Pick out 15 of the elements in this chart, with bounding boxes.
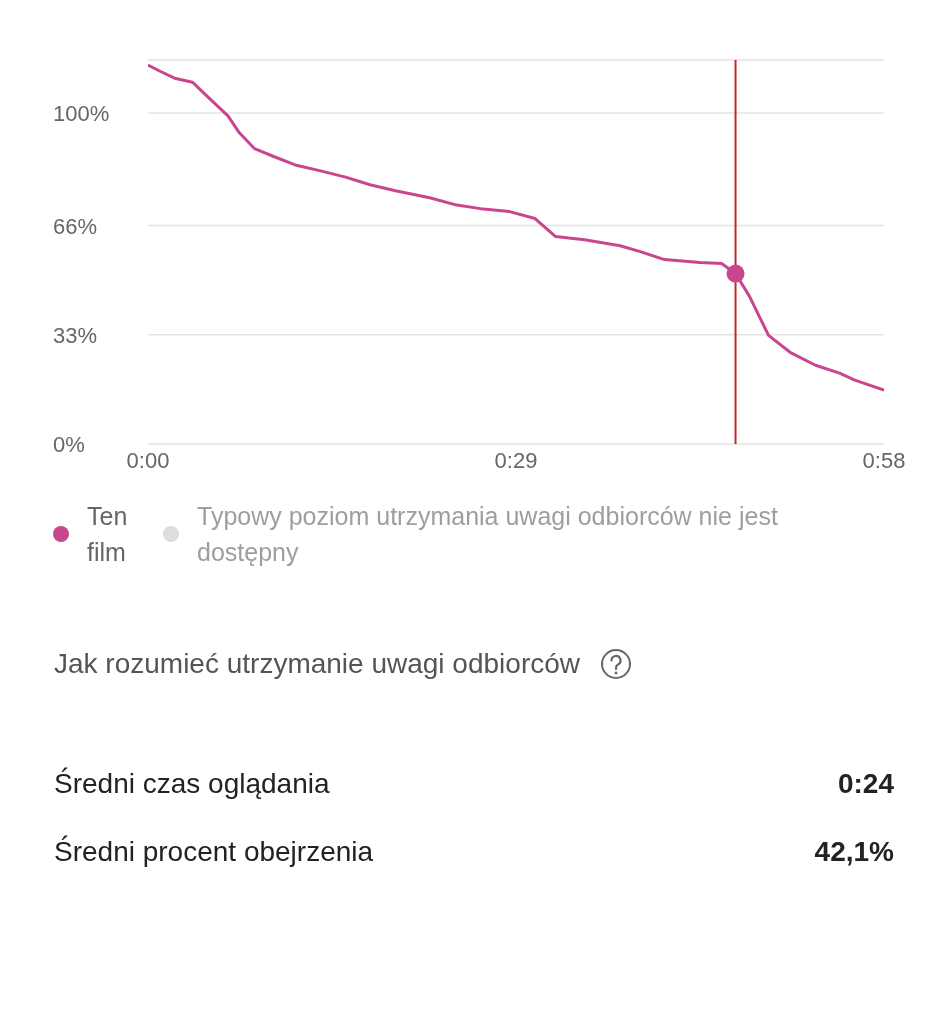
legend-label: Typowy poziom utrzymania uwagi odbiorców nie jest dostępny xyxy=(197,501,779,568)
line-series xyxy=(148,63,884,392)
text: 42,1% xyxy=(814,835,894,869)
y-tick-label: 66% xyxy=(53,213,98,239)
text: Jak rozumieć utrzymanie uwagi odbiorców xyxy=(54,648,580,680)
x-tick-label: 0:58 xyxy=(862,447,906,473)
x-tick-label: 0:00 xyxy=(126,447,170,473)
text: 0:24 xyxy=(837,767,894,801)
x-tick-label: 0:29 xyxy=(494,447,538,473)
y-tick-label: 33% xyxy=(53,322,98,348)
legend-label: Ten film xyxy=(87,501,129,568)
text: Średni czas oglądania xyxy=(54,766,330,801)
y-tick-label: 100% xyxy=(53,100,110,126)
y-tick-label: 0% xyxy=(53,432,85,457)
text: Średni procent obejrzenia xyxy=(54,834,374,869)
